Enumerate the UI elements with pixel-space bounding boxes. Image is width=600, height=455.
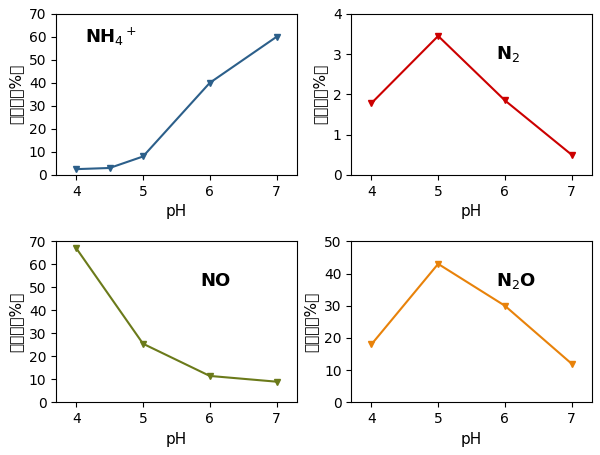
Y-axis label: 選択性（%）: 選択性（%） xyxy=(312,64,327,125)
X-axis label: pH: pH xyxy=(461,432,482,447)
Text: N$_2$O: N$_2$O xyxy=(496,272,536,292)
X-axis label: pH: pH xyxy=(166,432,187,447)
Y-axis label: 選択性（%）: 選択性（%） xyxy=(304,292,319,352)
Y-axis label: 選択性（%）: 選択性（%） xyxy=(8,64,23,125)
Text: NO: NO xyxy=(200,273,230,290)
X-axis label: pH: pH xyxy=(166,204,187,219)
Text: NH$_4$$^+$: NH$_4$$^+$ xyxy=(85,26,137,48)
X-axis label: pH: pH xyxy=(461,204,482,219)
Y-axis label: 選択性（%）: 選択性（%） xyxy=(8,292,23,352)
Text: N$_2$: N$_2$ xyxy=(496,44,520,64)
